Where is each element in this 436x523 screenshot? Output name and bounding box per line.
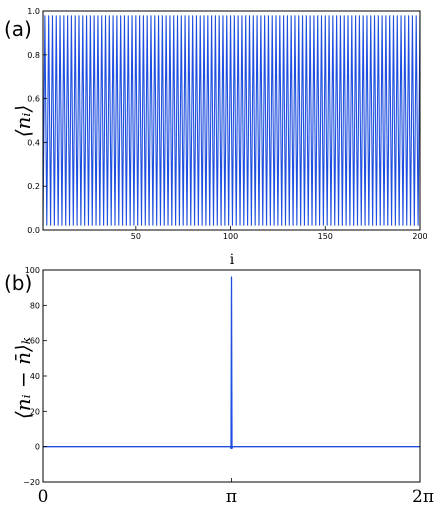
- panel-a-x-tick-label: 100: [223, 232, 238, 241]
- panel-a-y-tick-label: 0.4: [27, 138, 40, 147]
- panel-b-series-group: [43, 276, 420, 450]
- panel-a: (a) ⟨nᵢ⟩ 50 100 150 200 0.0 0.2 0.4 0.6 0.8 1.0: [4, 7, 428, 241]
- panel-a-series-group: [42, 15, 421, 226]
- panel-a-plot-frame: [42, 10, 421, 231]
- panel-b-y-tick-label: 20: [30, 407, 40, 416]
- panel-a-label: (a): [4, 17, 32, 41]
- panel-b-peak-annotation: i: [230, 252, 235, 268]
- panel-b-y-tick-label: 80: [30, 301, 40, 310]
- panel-b-y-tick-label: 100: [25, 266, 40, 275]
- panel-a-y-axis-label: ⟨nᵢ⟩: [11, 105, 35, 138]
- panel-a-y-tick-label: 0.0: [27, 226, 40, 235]
- panel-b-structure-factor-line: [43, 276, 420, 450]
- panel-a-density-line: [42, 15, 421, 226]
- panel-b-y-tick-label: 60: [30, 337, 40, 346]
- panel-a-y-tick-label: 0.6: [27, 95, 40, 104]
- panel-b-y-tick-label: −20: [23, 478, 40, 487]
- panel-b-x-tick-label: 0: [38, 487, 49, 507]
- panel-b-plot-frame: [42, 269, 421, 483]
- panel-a-x-tick-label: 150: [318, 232, 333, 241]
- panel-a-x-tick-label: 50: [131, 232, 141, 241]
- panel-a-x-tick-label: 200: [412, 232, 427, 241]
- panel-a-y-tick-label: 0.8: [27, 51, 40, 60]
- panel-a-y-tick-label: 0.2: [27, 182, 40, 191]
- panel-b-y-tick-label: 0: [35, 443, 40, 452]
- panel-a-y-tick-label: 1.0: [27, 7, 40, 16]
- panel-b-label: (b): [4, 271, 32, 295]
- panel-b-x-tick-label: π: [226, 487, 237, 507]
- panel-b-y-axis-label: ⟨nᵢ − n̄⟩ₖ: [11, 337, 35, 419]
- panel-b-y-tick-label: 40: [30, 372, 40, 381]
- panel-b-x-tick-label: 2π: [412, 487, 434, 507]
